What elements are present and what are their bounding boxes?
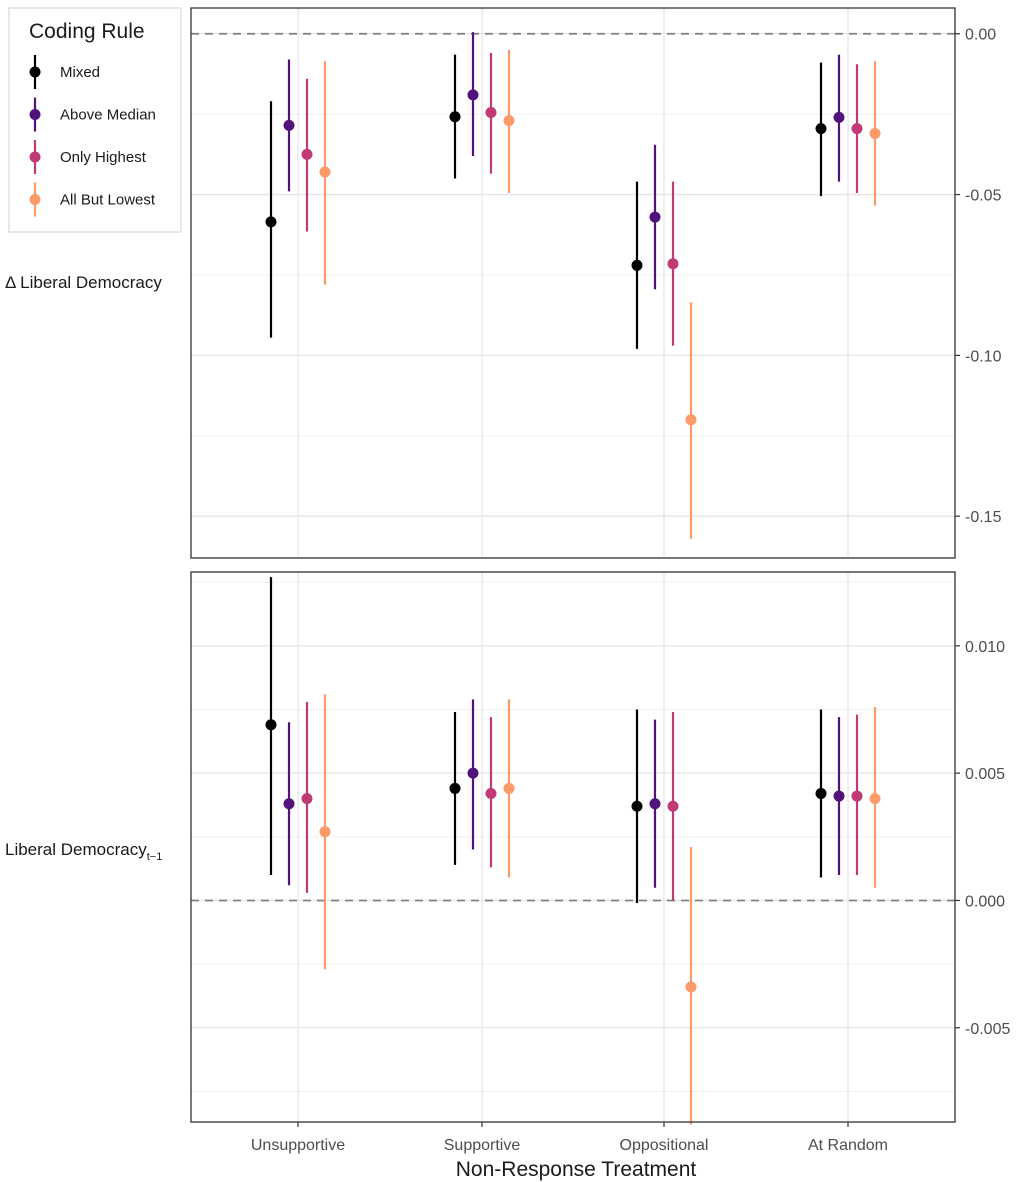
x-tick-label: Oppositional bbox=[620, 1137, 709, 1154]
facet-label: Δ Liberal Democracy bbox=[5, 273, 162, 292]
estimate-point bbox=[449, 782, 461, 794]
estimate-point bbox=[685, 414, 697, 426]
panel-border bbox=[190, 7, 956, 559]
legend-entry: Only Highest bbox=[29, 140, 147, 174]
legend-key-point bbox=[29, 66, 41, 78]
legend-entry: Above Median bbox=[29, 97, 156, 132]
y-tick-label: -0.005 bbox=[965, 1021, 1010, 1038]
legend-key-point bbox=[29, 109, 41, 120]
estimate-point bbox=[649, 798, 661, 810]
y-tick-label: -0.15 bbox=[965, 509, 1002, 526]
estimate-point bbox=[667, 258, 679, 270]
legend-title: Coding Rule bbox=[29, 20, 145, 43]
estimate-point bbox=[631, 259, 643, 271]
estimate-point bbox=[319, 166, 331, 178]
y-tick-label: 0.005 bbox=[965, 766, 1005, 783]
y-tick-label: 0.00 bbox=[965, 27, 996, 44]
estimate-point bbox=[833, 790, 845, 802]
estimate-point bbox=[869, 793, 881, 805]
estimate-point bbox=[649, 211, 661, 223]
y-tick-label: -0.10 bbox=[965, 348, 1002, 365]
legend-label: All But Lowest bbox=[60, 192, 156, 209]
legend-entry: Mixed bbox=[29, 55, 100, 89]
y-tick-label: 0.000 bbox=[965, 893, 1005, 910]
estimate-point bbox=[503, 782, 515, 794]
estimate-point bbox=[485, 107, 497, 119]
estimate-point bbox=[301, 148, 313, 160]
estimate-point bbox=[851, 123, 863, 135]
estimate-point bbox=[631, 800, 643, 812]
legend-label: Mixed bbox=[60, 64, 100, 81]
legend: Coding Rule Mixed Above Median Only Highest… bbox=[8, 7, 182, 233]
estimate-point bbox=[467, 89, 479, 101]
legend-key-point bbox=[29, 194, 41, 205]
panel-2: 0.010 0.005 0.000 -0.005 Liberal Democracyt−… bbox=[5, 571, 1010, 1125]
legend-box bbox=[8, 7, 182, 233]
facet-label: Liberal Democracyt−1 bbox=[5, 840, 162, 863]
panel-border bbox=[190, 571, 956, 1123]
estimate-point bbox=[485, 788, 497, 800]
y-tick-label: 0.010 bbox=[965, 639, 1005, 656]
estimate-point bbox=[283, 119, 295, 131]
x-tick-label: Supportive bbox=[444, 1137, 521, 1154]
legend-label: Above Median bbox=[60, 107, 156, 124]
facet-label-subscript: t−1 bbox=[147, 851, 163, 863]
legend-label: Only Highest bbox=[60, 149, 147, 166]
estimate-point bbox=[265, 719, 277, 731]
estimate-point bbox=[467, 767, 479, 779]
estimate-point bbox=[265, 216, 277, 228]
estimate-point bbox=[283, 798, 295, 810]
x-tick-label: At Random bbox=[808, 1137, 888, 1154]
legend-entry: All But Lowest bbox=[29, 182, 156, 217]
panel-background bbox=[191, 8, 955, 558]
estimate-point bbox=[869, 127, 881, 139]
x-axis-title: Non-Response Treatment bbox=[456, 1158, 697, 1181]
estimate-point bbox=[815, 123, 827, 135]
estimate-point bbox=[319, 826, 331, 838]
estimate-point bbox=[833, 111, 845, 123]
estimate-point bbox=[301, 793, 313, 805]
estimate-point bbox=[667, 800, 679, 812]
estimate-point bbox=[685, 981, 697, 993]
x-tick-label: Unsupportive bbox=[251, 1137, 345, 1154]
panel-background bbox=[191, 572, 955, 1122]
panels: 0.00-0.05-0.10-0.15Δ Liberal Democracy0.… bbox=[5, 7, 1010, 1125]
legend-key-point bbox=[29, 151, 41, 163]
estimate-point bbox=[503, 115, 515, 127]
y-tick-label: -0.05 bbox=[965, 188, 1002, 205]
estimate-point bbox=[851, 790, 863, 802]
estimate-point bbox=[815, 788, 827, 800]
estimate-point bbox=[449, 111, 461, 123]
x-axis: Unsupportive Supportive Oppositional At Ran… bbox=[251, 1122, 888, 1154]
panel-1: 0.00 -0.05 -0.10 -0.15 Δ Liberal Democracy bbox=[5, 7, 1002, 559]
